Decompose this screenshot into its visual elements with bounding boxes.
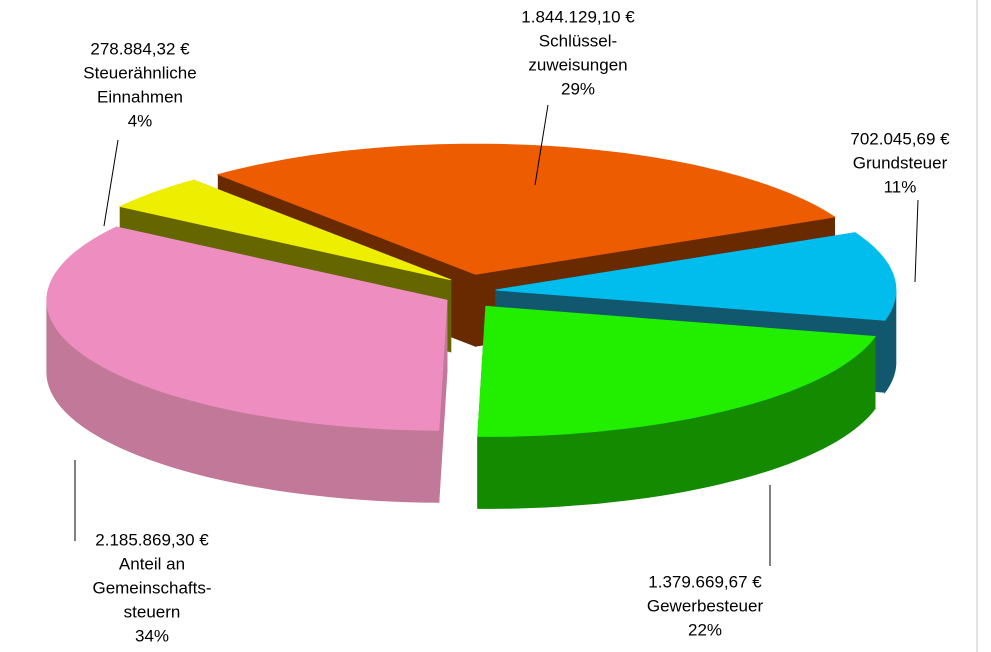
category-label: Einnahmen xyxy=(97,87,183,106)
value-label: 1.844.129,10 € xyxy=(521,7,635,26)
leader-line xyxy=(914,199,919,283)
percent-label: 4% xyxy=(128,111,153,130)
value-label: 2.185.869,30 € xyxy=(95,530,209,549)
slice xyxy=(477,305,876,509)
category-label: zuweisungen xyxy=(528,55,627,74)
percent-label: 11% xyxy=(884,177,917,196)
slice xyxy=(46,226,448,503)
slice-top xyxy=(495,232,897,321)
category-label: Gemeinschafts- xyxy=(92,578,211,597)
leader-line xyxy=(534,104,549,186)
category-label: Gewerbesteuer xyxy=(647,596,764,615)
leader-line xyxy=(103,139,119,227)
slice-top xyxy=(216,143,836,275)
category-label: Steuerähnliche xyxy=(83,63,196,82)
percent-label: 29% xyxy=(561,79,595,98)
slice-top xyxy=(46,226,448,431)
value-label: 702.045,69 € xyxy=(850,129,950,148)
category-label: Schlüssel- xyxy=(539,31,617,50)
slice-top xyxy=(477,305,876,437)
category-label: steuern xyxy=(124,602,181,621)
category-label: Grundsteuer xyxy=(853,153,948,172)
value-label: 1.379.669,67 € xyxy=(648,572,762,591)
percent-label: 34% xyxy=(135,626,169,645)
percent-label: 22% xyxy=(688,620,722,639)
slice-top xyxy=(118,179,451,281)
value-label: 278.884,32 € xyxy=(90,39,190,58)
category-label: Anteil an xyxy=(119,554,185,573)
